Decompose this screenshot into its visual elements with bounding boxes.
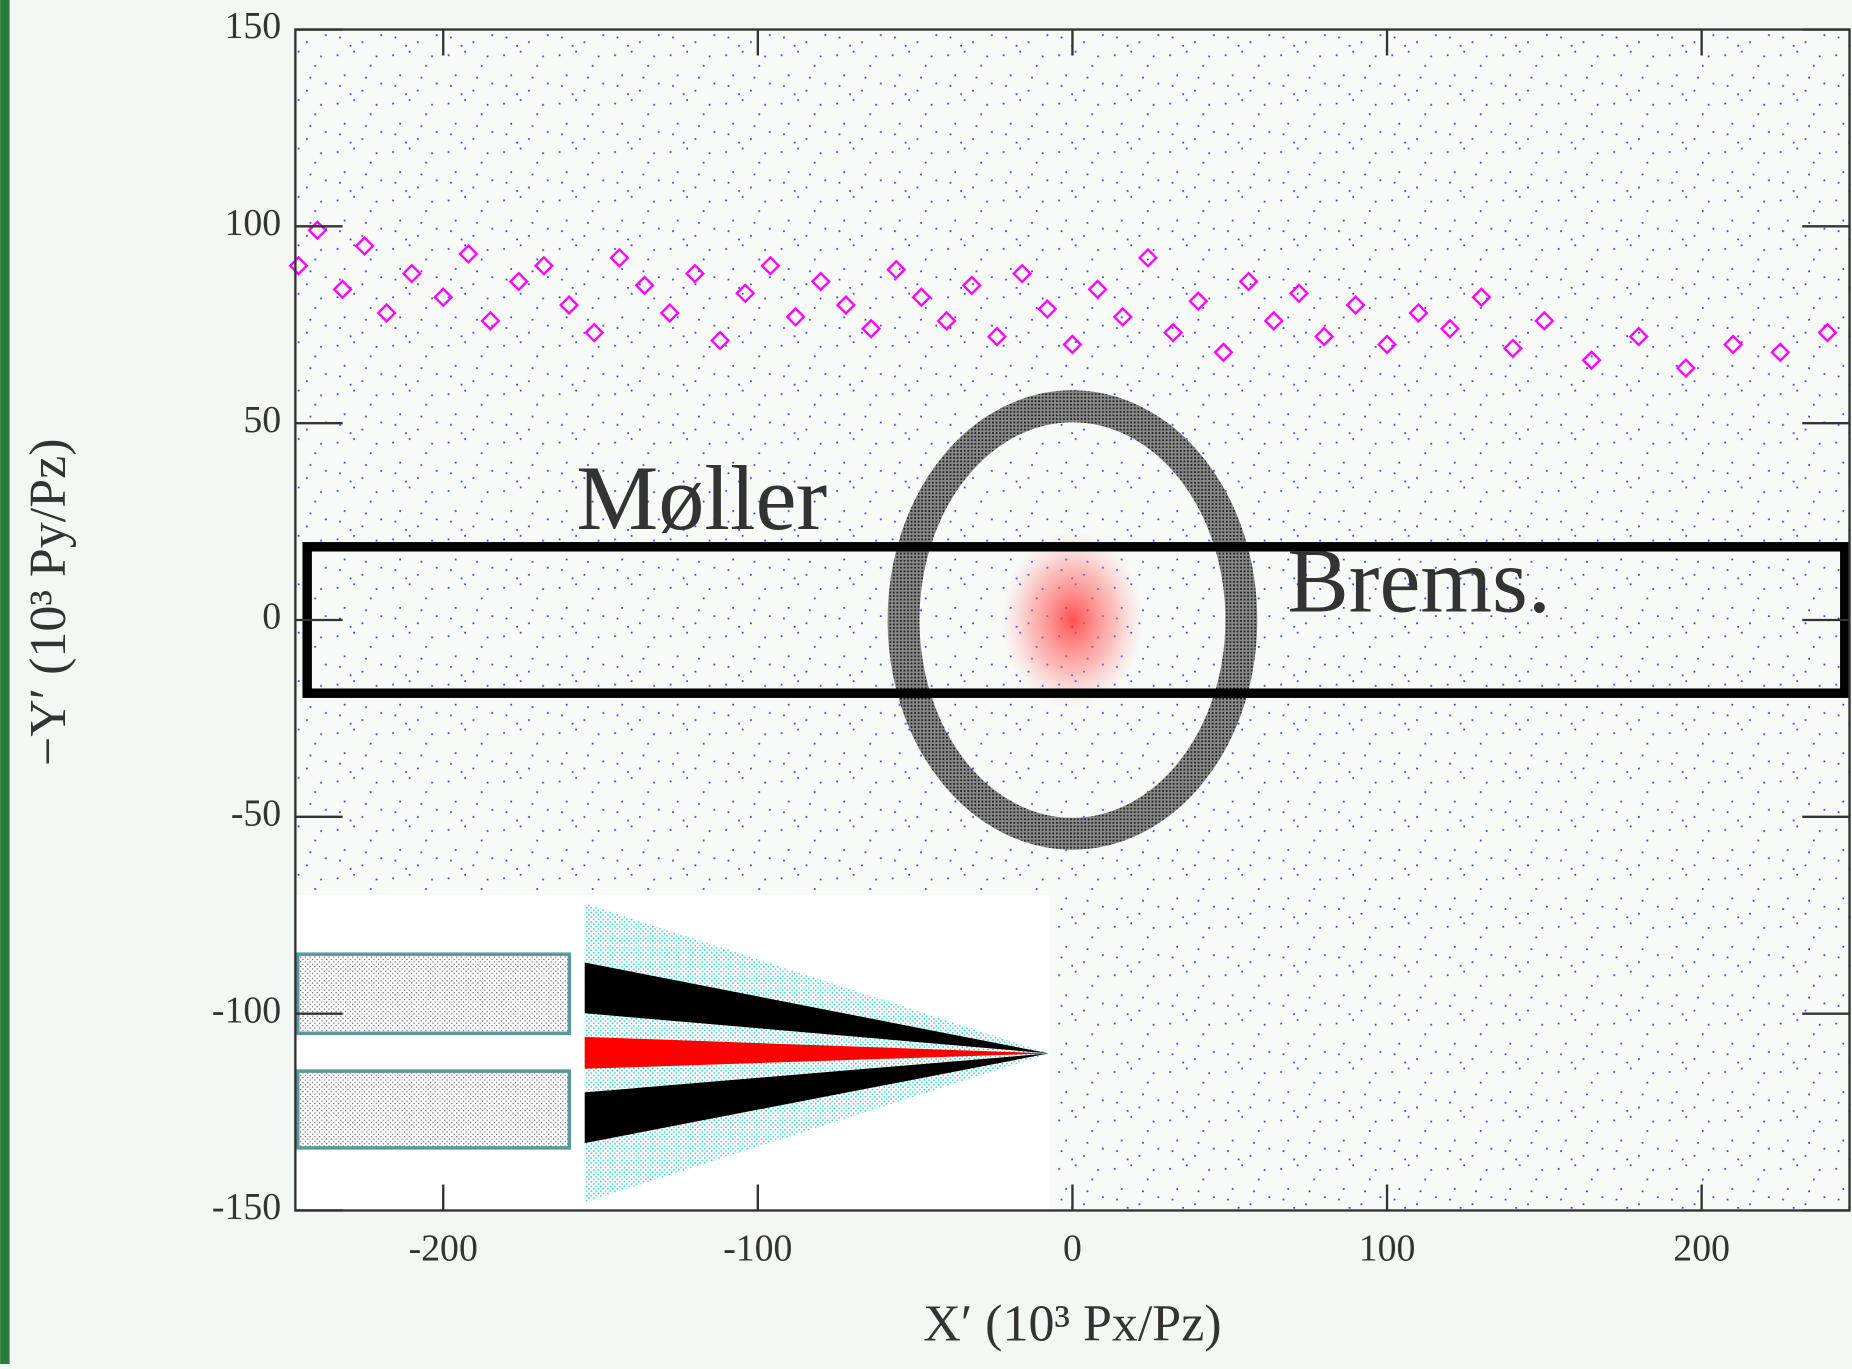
y-tick-label: -150: [212, 1186, 281, 1228]
point: [332, 279, 353, 300]
point: [1534, 310, 1555, 331]
point: [1377, 334, 1398, 355]
point: [1238, 271, 1259, 292]
y-tick-label: 100: [225, 202, 282, 244]
point: [1439, 318, 1460, 339]
point: [1213, 342, 1234, 363]
point: [710, 330, 731, 351]
point: [1471, 287, 1492, 308]
y-axis-label: −Y′ (10³ Py/Pz): [20, 439, 77, 767]
point: [1502, 338, 1523, 359]
point: [684, 263, 705, 284]
point: [376, 302, 397, 323]
y-tick-label: 150: [225, 5, 282, 47]
x-tick-label: -200: [409, 1227, 478, 1269]
point: [785, 306, 806, 327]
point: [401, 263, 422, 284]
point: [584, 322, 605, 343]
point: [609, 247, 630, 268]
point: [1817, 322, 1838, 343]
point: [760, 255, 781, 276]
axes: -200 -100 0 100 200 -150 -100 -50 0 50 100 150: [212, 5, 1850, 1269]
point: [659, 302, 680, 323]
point: [986, 326, 1007, 347]
x-axis-label: X′ (10³ Px/Pz): [923, 1295, 1221, 1352]
y-tick-label: 0: [262, 596, 281, 638]
point: [480, 310, 501, 331]
point: [735, 283, 756, 304]
x-tick-label: 100: [1359, 1227, 1416, 1269]
y-tick-label: -50: [231, 792, 281, 834]
x-tick-label: -100: [723, 1227, 792, 1269]
point: [433, 287, 454, 308]
point: [886, 259, 907, 280]
point: [961, 275, 982, 296]
point: [508, 271, 529, 292]
annotation: Møller: [576, 447, 827, 549]
y-tick-label: -100: [212, 989, 281, 1031]
point: [533, 255, 554, 276]
point: [1770, 342, 1791, 363]
point: [1345, 295, 1366, 316]
point: [810, 271, 831, 292]
point: [1628, 326, 1649, 347]
x-tick-label: 200: [1673, 1227, 1730, 1269]
annotation: Brems.: [1287, 530, 1551, 632]
markers: [288, 220, 1838, 379]
point: [634, 275, 655, 296]
inset-diagram: [295, 895, 1049, 1211]
point: [1408, 302, 1429, 323]
point: [1012, 263, 1033, 284]
x-tick-label: 0: [1063, 1227, 1082, 1269]
point: [1675, 358, 1696, 379]
point: [458, 243, 479, 264]
y-tick-label: 50: [243, 399, 281, 441]
brems-cloud: [1001, 531, 1144, 709]
point: [1723, 334, 1744, 355]
point: [1263, 310, 1284, 331]
point: [1188, 291, 1209, 312]
point: [354, 236, 375, 257]
point: [1062, 334, 1083, 355]
point: [1137, 247, 1158, 268]
point: [1087, 279, 1108, 300]
slide-edge: [0, 0, 10, 1364]
point: [1581, 350, 1602, 371]
point: [1037, 298, 1058, 320]
point: [911, 287, 932, 308]
point: [835, 295, 856, 316]
point: [559, 295, 580, 316]
moller-ring: [887, 390, 1258, 850]
point: [1288, 283, 1309, 304]
point: [936, 310, 957, 331]
point: [1112, 306, 1133, 327]
point: [1314, 326, 1335, 347]
point: [861, 318, 882, 339]
point: [1163, 322, 1184, 343]
